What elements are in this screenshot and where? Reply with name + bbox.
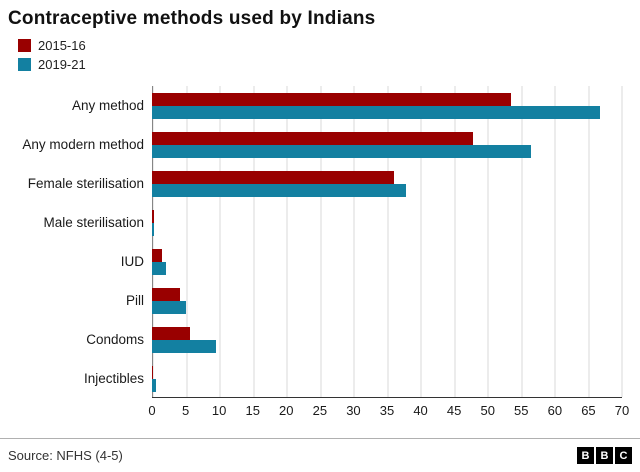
bar-2015-16 xyxy=(152,170,394,184)
x-axis: 0 5 10 15 20 25 30 35 40 45 50 55 60 65 70 xyxy=(148,401,629,421)
bar-2019-21 xyxy=(152,261,167,275)
chart-row: Any method xyxy=(0,86,622,125)
x-tick-label: 55 xyxy=(514,403,529,418)
bar-2019-21 xyxy=(152,183,407,197)
category-label: Any method xyxy=(71,98,144,113)
legend-item-2015-16: 2015-16 xyxy=(18,36,640,55)
x-tick-label: 30 xyxy=(346,403,361,418)
bbc-logo: B B C xyxy=(577,447,632,464)
category-label: Pill xyxy=(125,293,144,308)
bar-group xyxy=(152,248,622,275)
legend-label: 2019-21 xyxy=(38,57,86,72)
gridline xyxy=(621,86,623,397)
bar-2019-21 xyxy=(152,378,157,392)
gridline xyxy=(521,86,522,397)
chart-row: Any modern method xyxy=(0,125,622,164)
x-tick-label: 70 xyxy=(614,403,630,418)
category-label: Male sterilisation xyxy=(43,215,144,230)
bar-2015-16 xyxy=(152,326,190,340)
gridline xyxy=(186,86,187,397)
gridline xyxy=(286,86,288,397)
gridline xyxy=(588,86,589,397)
x-tick-label: 60 xyxy=(547,403,563,418)
bar-group xyxy=(152,287,622,314)
gridline xyxy=(152,86,154,397)
bar-group xyxy=(152,92,622,119)
x-tick-label: 25 xyxy=(312,403,328,418)
bbc-logo-block: B xyxy=(577,447,594,464)
bar-2015-16 xyxy=(152,209,154,223)
chart-row: Female sterilisation xyxy=(0,164,622,203)
bar-2019-21 xyxy=(152,300,187,314)
x-tick-label: 40 xyxy=(413,403,428,418)
chart-title: Contraceptive methods used by Indians xyxy=(8,8,376,29)
gridline xyxy=(420,86,422,397)
x-tick-label: 15 xyxy=(245,403,260,418)
bar-group xyxy=(152,209,622,236)
gridline xyxy=(253,86,254,397)
bar-group xyxy=(152,131,622,158)
bar-2019-21 xyxy=(152,144,532,158)
footer: Source: NFHS (4-5) B B C xyxy=(0,438,640,472)
gridlines xyxy=(152,86,623,398)
legend-label: 2015-16 xyxy=(38,38,86,53)
bar-2019-21 xyxy=(152,105,600,119)
gridline xyxy=(387,86,388,397)
gridline xyxy=(353,86,355,397)
category-label: Injectibles xyxy=(83,371,144,386)
gridline xyxy=(454,86,455,397)
bar-2019-21 xyxy=(152,222,154,236)
x-tick-label: 50 xyxy=(480,403,495,418)
bar-2015-16 xyxy=(152,287,180,301)
x-tick-label: 10 xyxy=(211,403,227,418)
category-label: Condoms xyxy=(86,332,144,347)
bbc-logo-block: C xyxy=(615,447,632,464)
bar-chart: Any method Any modern method Female steril… xyxy=(0,86,623,398)
bar-group xyxy=(152,365,622,392)
x-tick-label: 35 xyxy=(379,403,395,418)
bar-2015-16 xyxy=(152,92,512,106)
chart-row: Male sterilisation xyxy=(0,203,622,242)
gridline xyxy=(219,86,221,397)
legend-swatch-2015-16 xyxy=(18,39,31,52)
chart-row: IUD xyxy=(0,242,622,281)
legend-swatch-2019-21 xyxy=(18,58,31,71)
bar-2015-16 xyxy=(152,131,473,145)
bar-group xyxy=(152,326,622,353)
bar-2019-21 xyxy=(152,339,216,353)
bbc-logo-block: B xyxy=(596,447,613,464)
source-text: Source: NFHS (4-5) xyxy=(8,448,123,463)
x-tick-label: 20 xyxy=(279,403,294,418)
category-label: Female sterilisation xyxy=(27,176,144,191)
legend: 2015-16 2019-21 xyxy=(0,32,640,76)
legend-item-2019-21: 2019-21 xyxy=(18,55,640,74)
bar-group xyxy=(152,170,622,197)
chart-rows: Any method Any modern method Female steril… xyxy=(0,86,622,398)
gridline xyxy=(487,86,489,397)
chart-row: Injectibles xyxy=(0,359,622,398)
chart-row: Condoms xyxy=(0,320,622,359)
category-label: Any modern method xyxy=(22,137,144,152)
x-tick-label: 45 xyxy=(446,403,462,418)
x-tick-label: 5 xyxy=(181,403,190,418)
x-tick-label: 0 xyxy=(148,403,156,418)
category-label: IUD xyxy=(120,254,144,269)
bar-2015-16 xyxy=(152,248,163,262)
chart-row: Pill xyxy=(0,281,622,320)
bar-2015-16 xyxy=(152,365,154,379)
x-tick-label: 65 xyxy=(581,403,596,418)
gridline xyxy=(320,86,321,397)
gridline xyxy=(554,86,556,397)
